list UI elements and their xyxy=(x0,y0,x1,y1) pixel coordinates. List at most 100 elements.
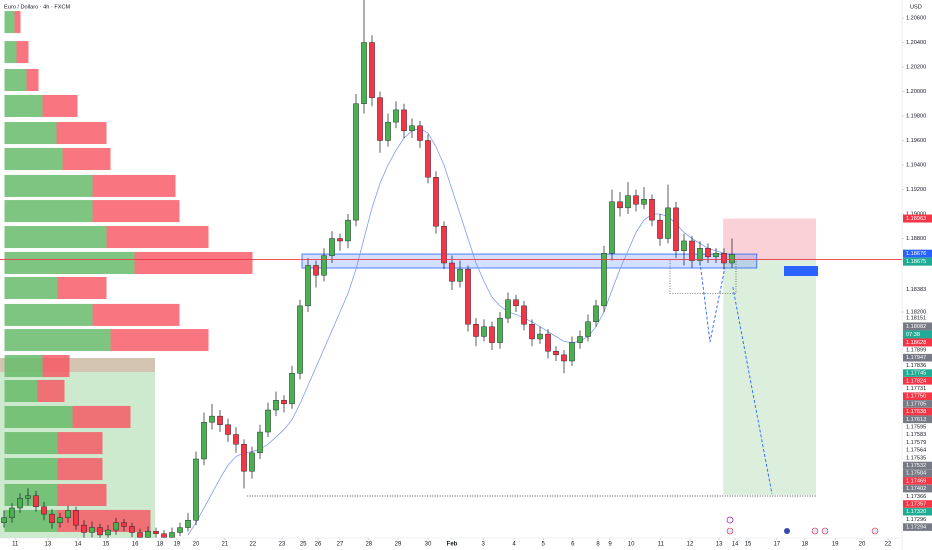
candle-body xyxy=(457,268,463,282)
lower-label: 1.17595 xyxy=(906,424,926,430)
x-tick-label: 14 xyxy=(732,542,739,548)
candle-body xyxy=(177,527,183,533)
volume-down xyxy=(57,432,103,455)
candle-body xyxy=(249,452,255,472)
lower-label: 1.17294 xyxy=(906,525,926,531)
candle-body xyxy=(201,422,207,460)
lower-label-bg xyxy=(903,507,932,516)
candle-body xyxy=(681,240,687,251)
candle-body xyxy=(729,254,735,264)
candle-body xyxy=(593,305,599,322)
event-icons xyxy=(726,266,879,535)
volume-up xyxy=(4,379,38,403)
volume-down xyxy=(57,509,151,532)
candle-body xyxy=(625,195,631,209)
x-tick-label: 27 xyxy=(337,542,344,548)
lower-label-bg xyxy=(903,461,932,470)
price-badge: 1.18963 xyxy=(906,216,926,222)
y-tick-label: 1.19400 xyxy=(906,162,926,168)
x-tick-label: 14 xyxy=(75,542,82,548)
candle-body xyxy=(633,195,639,205)
lower-label: 1.17296 xyxy=(906,517,926,523)
volume-down xyxy=(92,174,176,197)
candle-body xyxy=(209,415,215,423)
price-badge: 1.18082 xyxy=(906,324,926,330)
candle-body xyxy=(353,103,359,221)
volume-up xyxy=(4,276,58,299)
candle-body xyxy=(377,97,383,141)
volume-down xyxy=(92,303,180,326)
target-zone xyxy=(723,259,816,495)
x-tick-label: Feb xyxy=(447,542,458,548)
candle-body xyxy=(553,350,559,356)
candle-body xyxy=(153,531,159,534)
volume-up xyxy=(4,329,111,352)
y-tick-label: 1.18800 xyxy=(906,236,926,242)
candle-body xyxy=(601,252,607,307)
x-tick-label: 13 xyxy=(45,542,52,548)
x-tick-label: 13 xyxy=(716,542,723,548)
lower-label: 1.17504 xyxy=(906,471,926,477)
volume-up xyxy=(4,200,93,223)
volume-down xyxy=(72,405,131,428)
volume-down xyxy=(57,483,107,507)
x-tick-label: 25 xyxy=(300,542,307,548)
candle-body xyxy=(385,121,391,141)
event-icon xyxy=(821,527,829,535)
candle-body xyxy=(329,238,335,256)
candle-body xyxy=(569,342,575,362)
lower-label-bg xyxy=(903,523,932,531)
x-tick-label: 18 xyxy=(801,542,808,548)
candle-body xyxy=(665,207,671,239)
event-icon xyxy=(784,528,790,534)
lower-label: 1.17947 xyxy=(906,355,926,361)
lower-label: 1.17836 xyxy=(906,363,926,369)
x-tick-label: 5 xyxy=(542,542,546,548)
lower-label-bg xyxy=(903,353,932,362)
plot-area xyxy=(0,0,816,538)
price-badge-bg xyxy=(903,257,932,266)
lower-label-bg xyxy=(903,484,932,493)
candle-body xyxy=(401,109,407,131)
volume-up xyxy=(4,226,107,249)
event-icon xyxy=(811,527,819,535)
lower-label: 1.17705 xyxy=(906,401,926,407)
x-tick-label: 22 xyxy=(249,542,256,548)
candle-body xyxy=(337,238,343,242)
candle-body xyxy=(441,226,447,264)
countdown: 07:38 xyxy=(906,332,920,338)
candle-body xyxy=(81,524,87,533)
volume-down xyxy=(134,251,253,274)
volume-down xyxy=(110,329,209,352)
volume-up xyxy=(4,483,58,507)
candle-body xyxy=(649,199,655,221)
lower-label: 1.17824 xyxy=(906,378,926,384)
x-tick-label: 30 xyxy=(425,542,432,548)
candle-body xyxy=(537,333,543,340)
volume-up xyxy=(4,122,57,145)
candle-body xyxy=(705,248,711,258)
candle-body xyxy=(89,527,95,533)
countdown-bg xyxy=(903,330,932,339)
candle-body xyxy=(137,532,143,538)
volume-down xyxy=(106,226,209,249)
projection-path xyxy=(699,261,773,495)
candle-body xyxy=(321,255,327,276)
price-badge-bg xyxy=(903,322,932,331)
x-tick-label: 4 xyxy=(512,542,516,548)
event-icon xyxy=(726,527,734,535)
x-tick-label: 29 xyxy=(395,542,402,548)
candle-body xyxy=(241,444,247,472)
volume-up xyxy=(4,405,73,428)
lower-label: 1.17583 xyxy=(906,432,926,438)
volume-up xyxy=(4,94,43,117)
candle-body xyxy=(721,252,727,264)
candle-body xyxy=(313,265,319,276)
volume-down xyxy=(56,122,107,145)
candle-body xyxy=(361,42,367,104)
lower-label-bg xyxy=(903,392,932,400)
candle-body xyxy=(697,248,703,261)
event-icon xyxy=(726,516,734,524)
lower-label-bg xyxy=(903,415,932,424)
candle-body xyxy=(217,415,223,425)
